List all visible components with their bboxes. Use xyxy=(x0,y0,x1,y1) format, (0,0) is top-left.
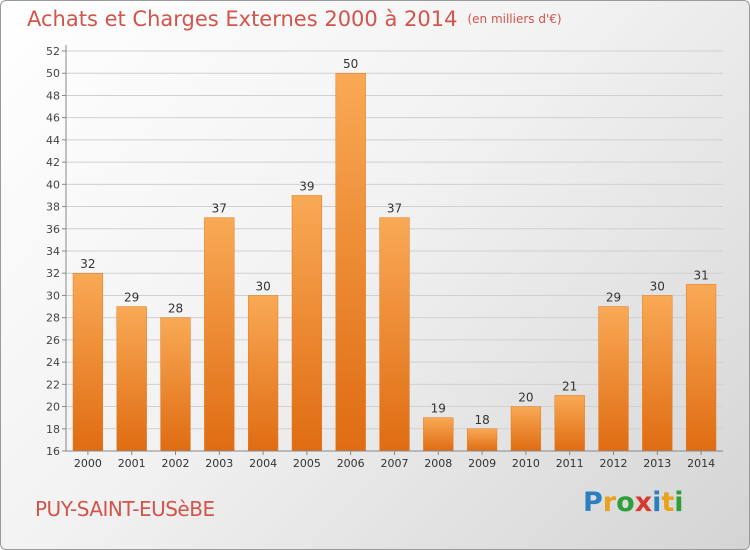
x-tick-label: 2009 xyxy=(468,457,496,470)
bar xyxy=(466,428,498,452)
x-tick-label: 2004 xyxy=(249,457,277,470)
data-label: 30 xyxy=(650,279,665,293)
bar xyxy=(247,295,279,452)
data-label: 30 xyxy=(255,279,270,293)
data-label: 28 xyxy=(168,302,183,316)
x-tick-label: 2006 xyxy=(337,457,365,470)
y-tick-label: 46 xyxy=(46,112,60,125)
logo-letter: r xyxy=(602,487,617,518)
bar xyxy=(204,217,235,452)
commune-name: PUY-SAINT-EUSèBE xyxy=(35,497,215,521)
data-label: 39 xyxy=(299,179,314,193)
bar xyxy=(379,217,410,452)
y-tick-label: 44 xyxy=(46,134,60,147)
y-tick-label: 20 xyxy=(46,401,60,414)
chart-title-text: Achats et Charges Externes 2000 à 2014 xyxy=(27,7,458,31)
data-label: 31 xyxy=(693,268,708,282)
bar xyxy=(335,72,366,452)
y-tick-label: 24 xyxy=(46,356,60,369)
proxiti-logo: Proxiti xyxy=(583,487,684,518)
x-tick-label: 2003 xyxy=(205,457,233,470)
bar xyxy=(685,284,717,452)
data-label: 18 xyxy=(474,413,489,427)
chart-title: Achats et Charges Externes 2000 à 2014 (e… xyxy=(27,7,562,31)
y-tick-label: 50 xyxy=(46,67,60,80)
x-tick-label: 2013 xyxy=(643,457,671,470)
y-tick-label: 32 xyxy=(46,267,60,280)
y-tick-label: 48 xyxy=(46,89,60,102)
x-tick-label: 2010 xyxy=(512,457,540,470)
bar xyxy=(598,306,629,452)
data-label: 29 xyxy=(606,291,621,305)
y-tick-label: 16 xyxy=(46,445,60,458)
bars xyxy=(72,72,717,452)
y-tick-label: 42 xyxy=(46,156,60,169)
bar xyxy=(291,195,323,452)
logo-letter: P xyxy=(583,487,603,518)
x-tick-label: 2000 xyxy=(74,457,102,470)
bar xyxy=(554,395,585,452)
x-tick-label: 2014 xyxy=(687,457,715,470)
bar xyxy=(510,406,542,452)
x-tick-label: 2002 xyxy=(162,457,190,470)
bar xyxy=(642,295,673,452)
logo-letter: x xyxy=(634,487,653,518)
axes xyxy=(65,45,723,452)
logo-letter: o xyxy=(616,487,635,518)
data-label: 32 xyxy=(80,257,95,271)
y-axis-ticks: 16 18 20 22 24 26 28 30 32 34 36 38 40 42 44 46 48 50 52 xyxy=(46,45,66,458)
data-label: 21 xyxy=(562,379,577,393)
bar xyxy=(160,317,191,452)
y-tick-label: 52 xyxy=(46,45,60,58)
y-tick-label: 28 xyxy=(46,312,60,325)
y-tick-label: 38 xyxy=(46,201,60,214)
x-tick-label: 2007 xyxy=(381,457,409,470)
bar xyxy=(116,306,147,452)
logo-letter: i xyxy=(652,487,662,518)
y-tick-label: 26 xyxy=(46,334,60,347)
x-tick-label: 2011 xyxy=(556,457,584,470)
y-tick-label: 34 xyxy=(46,245,60,258)
y-tick-label: 22 xyxy=(46,378,60,391)
y-tick-label: 36 xyxy=(46,223,60,236)
x-tick-label: 2008 xyxy=(424,457,452,470)
data-labels: 32 29 28 37 30 39 50 37 19 18 20 21 29 30 31 xyxy=(80,57,708,427)
x-tick-label: 2005 xyxy=(293,457,321,470)
data-label: 37 xyxy=(387,202,402,216)
bar xyxy=(72,272,104,452)
data-label: 50 xyxy=(343,57,358,71)
y-tick-label: 30 xyxy=(46,289,60,302)
logo-letter: t xyxy=(661,487,675,518)
y-tick-label: 18 xyxy=(46,423,60,436)
chart-subtitle: (en milliers d'€) xyxy=(467,12,562,26)
bar xyxy=(423,417,454,452)
x-tick-label: 2001 xyxy=(118,457,146,470)
logo-letter: i xyxy=(674,487,684,518)
data-label: 20 xyxy=(518,391,533,405)
x-tick-label: 2012 xyxy=(600,457,628,470)
data-label: 37 xyxy=(212,202,227,216)
data-label: 19 xyxy=(431,402,446,416)
x-axis-ticks: 2000 2001 2002 2003 2004 2005 2006 2007 2008 2009… xyxy=(74,451,715,470)
data-label: 29 xyxy=(124,291,139,305)
y-tick-label: 40 xyxy=(46,178,60,191)
